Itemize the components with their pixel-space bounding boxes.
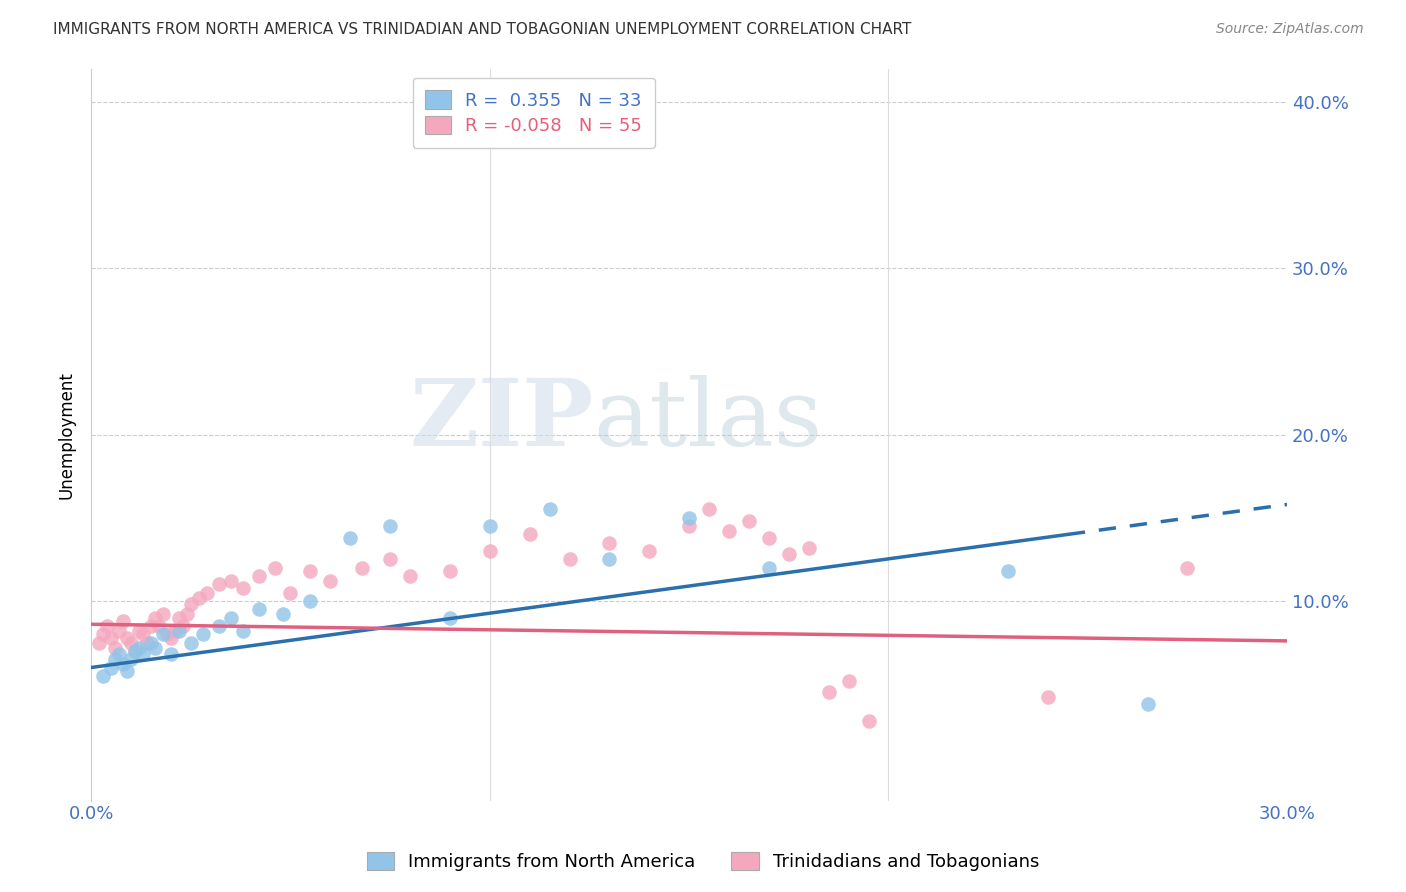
Point bbox=[208, 577, 231, 591]
Point bbox=[172, 619, 194, 633]
Point bbox=[319, 574, 342, 588]
Point bbox=[299, 564, 322, 578]
Point bbox=[997, 564, 1019, 578]
Point bbox=[108, 647, 131, 661]
Point bbox=[519, 527, 541, 541]
Point bbox=[100, 660, 122, 674]
Text: ZIP: ZIP bbox=[409, 375, 593, 465]
Text: Source: ZipAtlas.com: Source: ZipAtlas.com bbox=[1216, 22, 1364, 37]
Point bbox=[160, 647, 183, 661]
Point bbox=[156, 627, 179, 641]
Point bbox=[124, 644, 146, 658]
Text: IMMIGRANTS FROM NORTH AMERICA VS TRINIDADIAN AND TOBAGONIAN UNEMPLOYMENT CORRELA: IMMIGRANTS FROM NORTH AMERICA VS TRINIDA… bbox=[53, 22, 912, 37]
Point bbox=[558, 552, 581, 566]
Point bbox=[195, 585, 218, 599]
Y-axis label: Unemployment: Unemployment bbox=[58, 371, 75, 499]
Point bbox=[167, 610, 190, 624]
Point bbox=[148, 619, 170, 633]
Point bbox=[399, 569, 422, 583]
Point bbox=[91, 669, 114, 683]
Point bbox=[247, 602, 270, 616]
Point bbox=[128, 624, 150, 638]
Point bbox=[96, 619, 118, 633]
Point bbox=[132, 627, 155, 641]
Point bbox=[160, 631, 183, 645]
Point bbox=[143, 610, 166, 624]
Point bbox=[439, 564, 461, 578]
Point bbox=[139, 619, 162, 633]
Point bbox=[478, 544, 501, 558]
Point bbox=[100, 631, 122, 645]
Point bbox=[120, 635, 142, 649]
Point bbox=[598, 535, 620, 549]
Point bbox=[439, 610, 461, 624]
Point bbox=[232, 624, 254, 638]
Point bbox=[299, 594, 322, 608]
Point bbox=[219, 574, 242, 588]
Point bbox=[280, 585, 302, 599]
Point bbox=[678, 510, 700, 524]
Point bbox=[758, 531, 780, 545]
Point bbox=[697, 502, 720, 516]
Point bbox=[136, 635, 159, 649]
Point bbox=[208, 619, 231, 633]
Point bbox=[152, 627, 174, 641]
Legend: R =  0.355   N = 33, R = -0.058   N = 55: R = 0.355 N = 33, R = -0.058 N = 55 bbox=[413, 78, 655, 148]
Point bbox=[1136, 697, 1159, 711]
Point bbox=[115, 631, 138, 645]
Point bbox=[598, 552, 620, 566]
Point bbox=[104, 640, 127, 655]
Point bbox=[191, 627, 214, 641]
Point bbox=[271, 607, 294, 622]
Point bbox=[817, 685, 839, 699]
Point bbox=[180, 597, 202, 611]
Point bbox=[108, 624, 131, 638]
Point bbox=[758, 560, 780, 574]
Point bbox=[478, 519, 501, 533]
Point bbox=[187, 591, 209, 605]
Point bbox=[232, 581, 254, 595]
Point bbox=[1036, 690, 1059, 705]
Point bbox=[838, 673, 860, 688]
Point bbox=[139, 635, 162, 649]
Point bbox=[738, 514, 761, 528]
Point bbox=[378, 519, 401, 533]
Point bbox=[638, 544, 661, 558]
Point bbox=[124, 644, 146, 658]
Point bbox=[112, 614, 135, 628]
Point bbox=[163, 624, 186, 638]
Point bbox=[89, 635, 111, 649]
Point bbox=[120, 652, 142, 666]
Point bbox=[167, 624, 190, 638]
Point bbox=[778, 547, 800, 561]
Point bbox=[176, 607, 198, 622]
Point bbox=[247, 569, 270, 583]
Point bbox=[91, 627, 114, 641]
Point bbox=[263, 560, 285, 574]
Point bbox=[352, 560, 374, 574]
Point bbox=[858, 714, 880, 728]
Point bbox=[797, 541, 820, 555]
Point bbox=[219, 610, 242, 624]
Point bbox=[128, 640, 150, 655]
Point bbox=[678, 519, 700, 533]
Point bbox=[143, 640, 166, 655]
Text: atlas: atlas bbox=[593, 375, 823, 465]
Point bbox=[112, 657, 135, 672]
Point bbox=[1177, 560, 1199, 574]
Point bbox=[378, 552, 401, 566]
Point bbox=[339, 531, 361, 545]
Point bbox=[180, 635, 202, 649]
Point bbox=[115, 664, 138, 678]
Point bbox=[152, 607, 174, 622]
Legend: Immigrants from North America, Trinidadians and Tobagonians: Immigrants from North America, Trinidadi… bbox=[360, 845, 1046, 879]
Point bbox=[104, 652, 127, 666]
Point bbox=[538, 502, 561, 516]
Point bbox=[132, 647, 155, 661]
Point bbox=[717, 524, 740, 538]
